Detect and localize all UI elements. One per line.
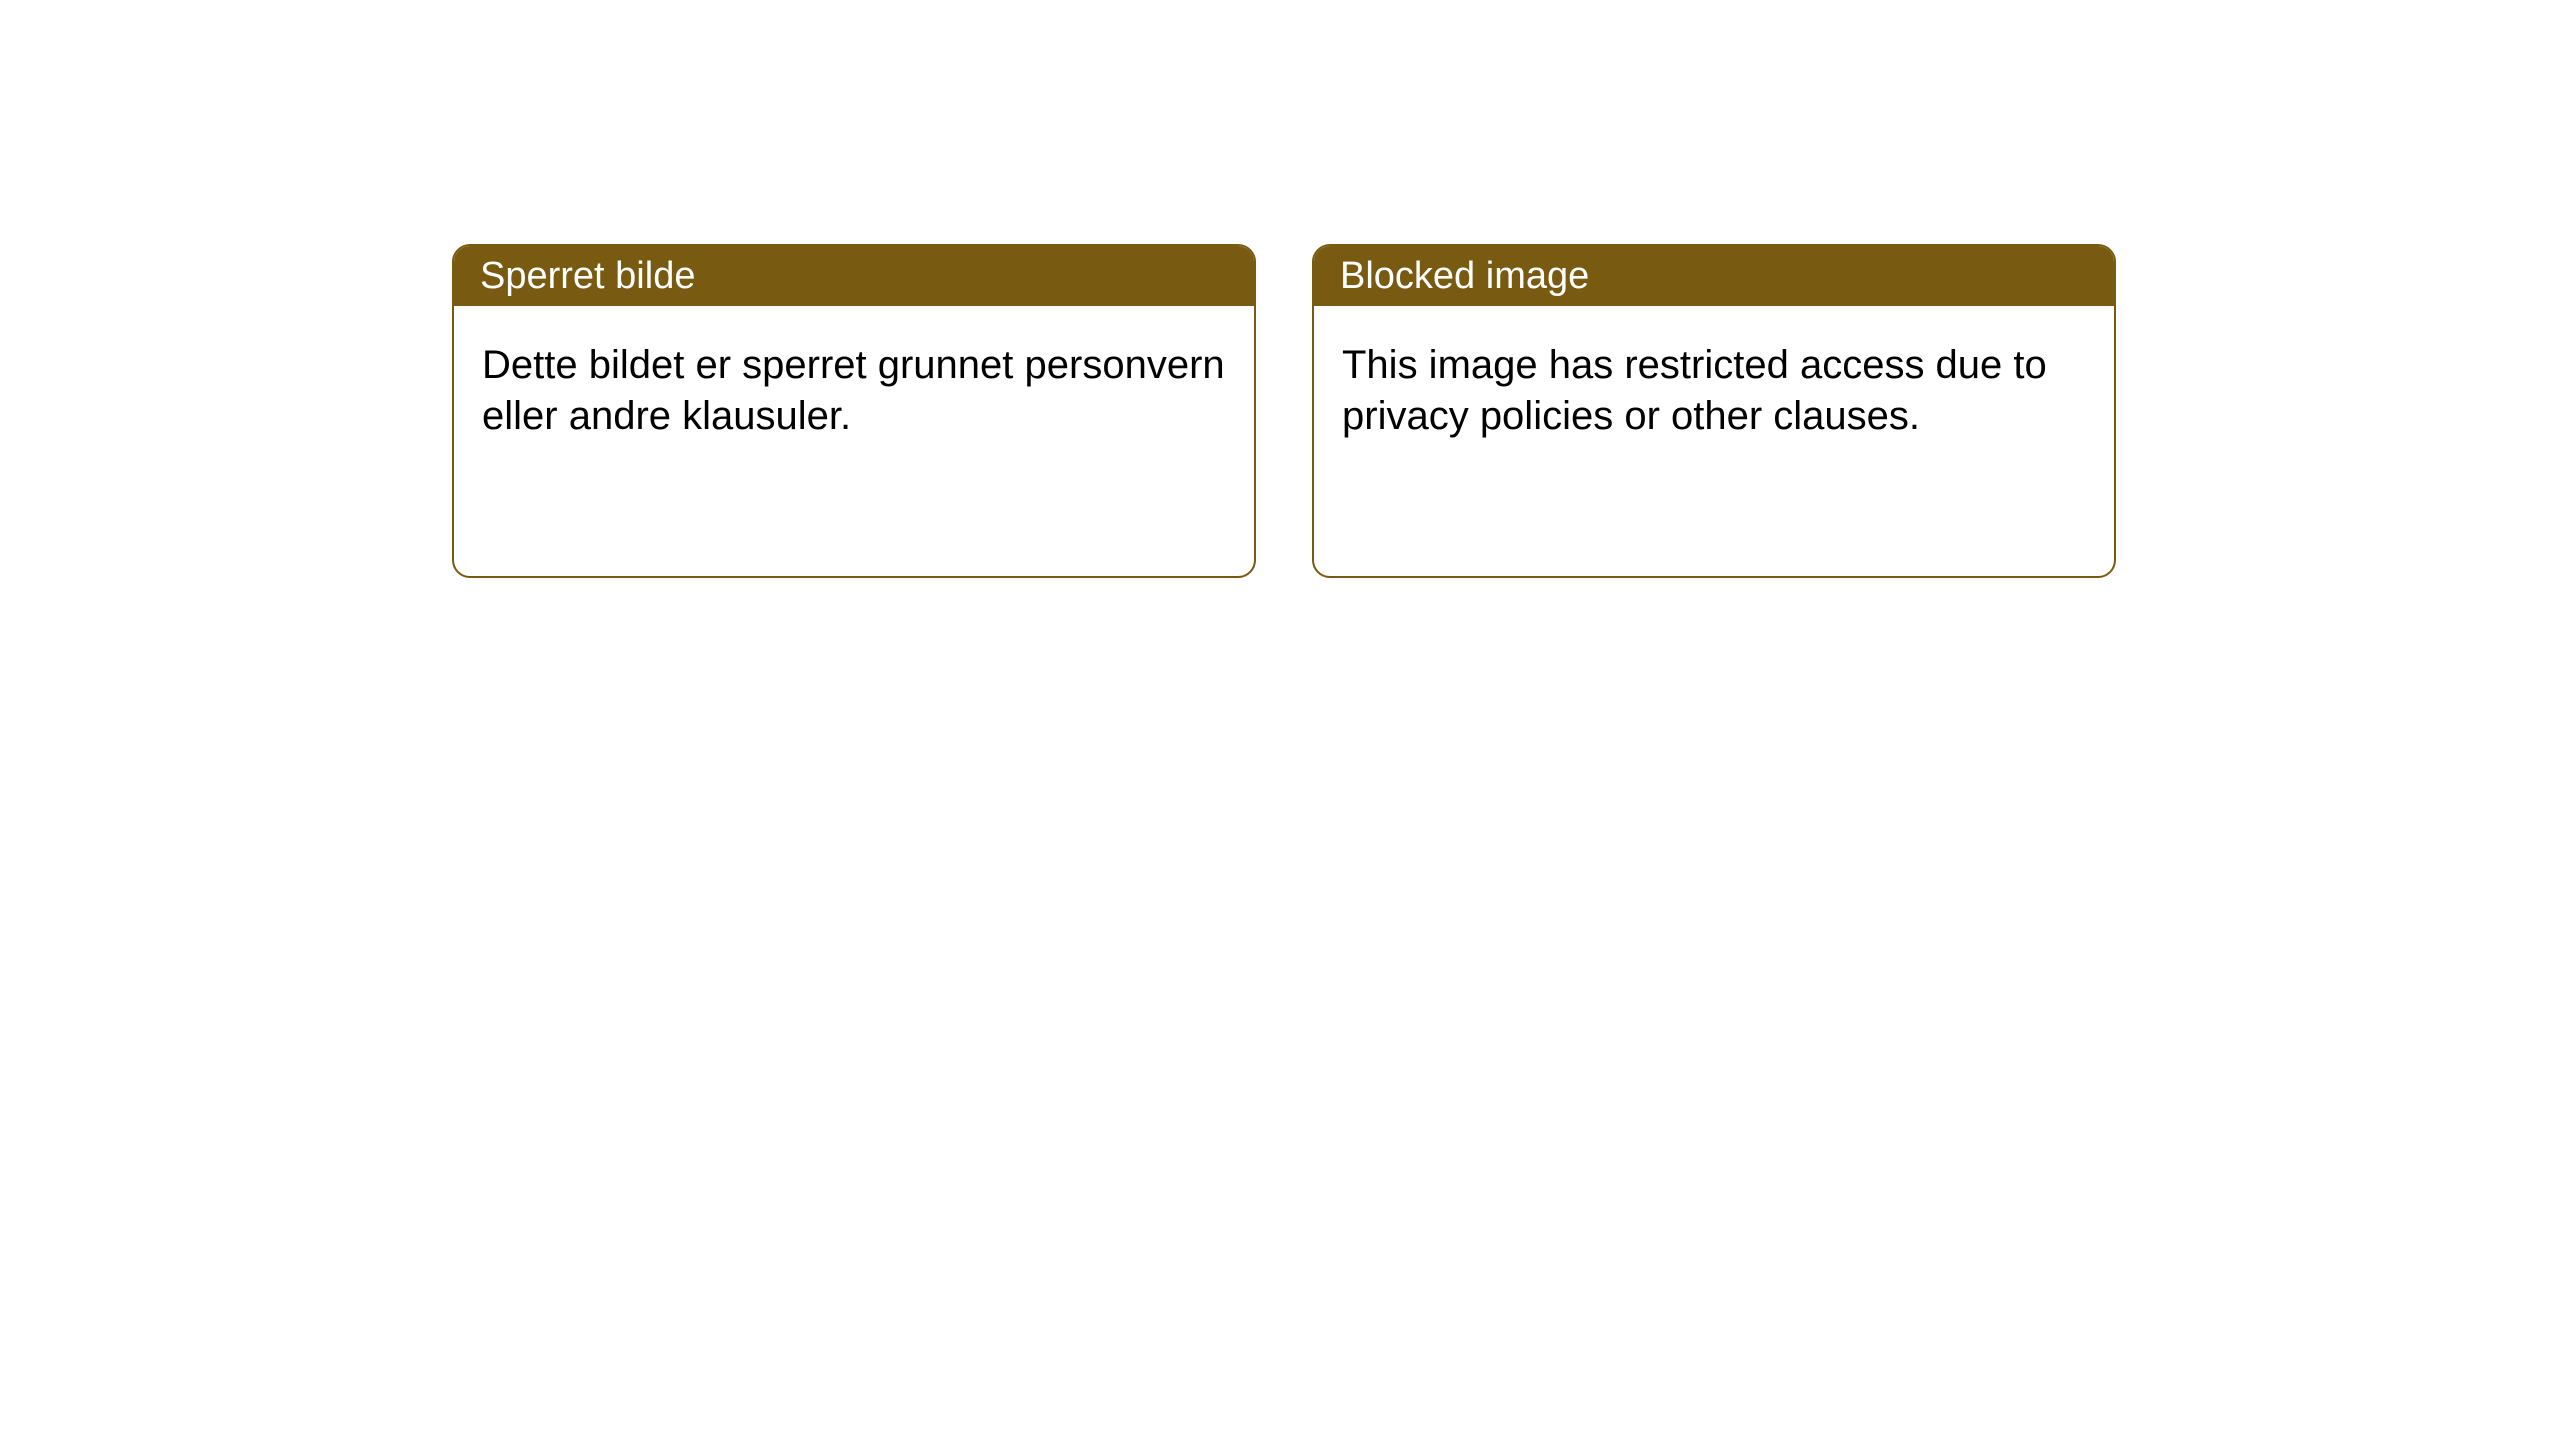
card-header: Blocked image: [1314, 246, 2114, 306]
card-body-text: This image has restricted access due to …: [1342, 343, 2047, 438]
blocked-image-card-english: Blocked image This image has restricted …: [1312, 244, 2116, 578]
notice-container: Sperret bilde Dette bildet er sperret gr…: [0, 0, 2560, 578]
card-title: Sperret bilde: [480, 255, 695, 298]
card-body: Dette bildet er sperret grunnet personve…: [454, 306, 1254, 476]
card-body-text: Dette bildet er sperret grunnet personve…: [482, 343, 1225, 438]
card-title: Blocked image: [1340, 255, 1589, 298]
card-header: Sperret bilde: [454, 246, 1254, 306]
blocked-image-card-norwegian: Sperret bilde Dette bildet er sperret gr…: [452, 244, 1256, 578]
card-body: This image has restricted access due to …: [1314, 306, 2114, 476]
